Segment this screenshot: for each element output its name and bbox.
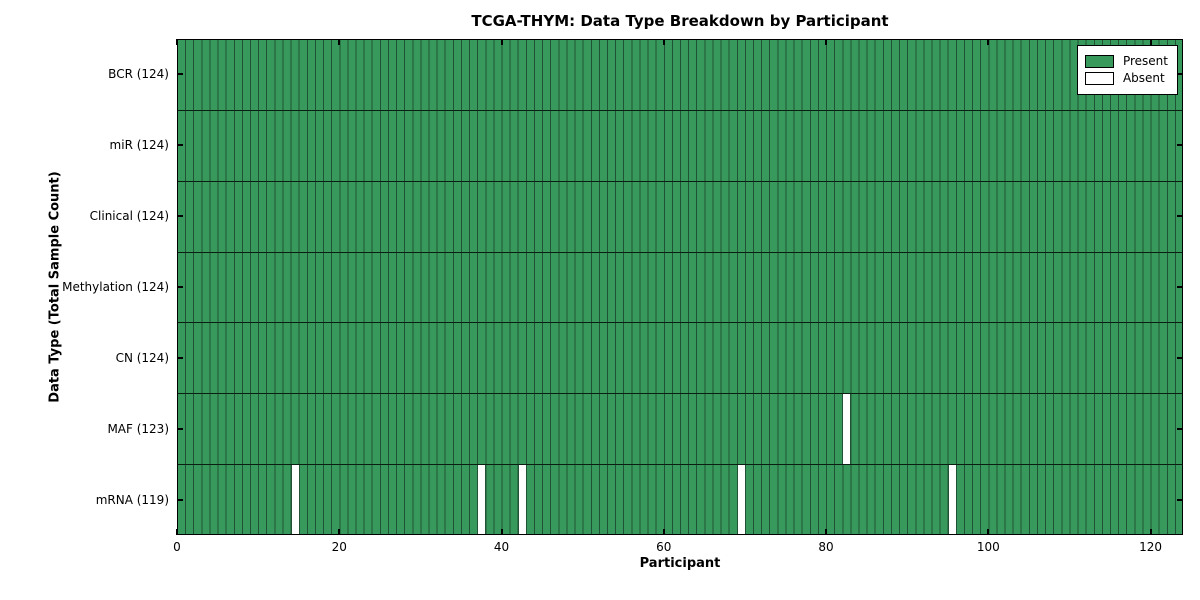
absent-cell-mRNA-37 — [477, 464, 487, 535]
heatmap-row-mRNA — [177, 464, 1183, 535]
x-tick-bottom — [825, 529, 828, 535]
y-tick-left — [177, 215, 183, 218]
y-tick-label-CN: CN (124) — [115, 350, 169, 365]
x-tick-label-0: 0 — [173, 540, 181, 554]
heatmap-row-Clinical — [177, 180, 1183, 252]
x-tick-bottom — [662, 529, 665, 535]
y-tick-right — [1177, 356, 1183, 359]
absent-cell-MAF-82 — [842, 393, 852, 465]
chart-title: TCGA-THYM: Data Type Breakdown by Partic… — [471, 12, 889, 30]
y-tick-left — [177, 73, 183, 76]
y-tick-right — [1177, 427, 1183, 430]
absent-cell-mRNA-69 — [736, 464, 746, 535]
y-tick-left — [177, 498, 183, 501]
y-tick-label-Methylation: Methylation (124) — [62, 280, 169, 294]
heatmap-rows — [177, 39, 1183, 535]
x-axis-label: Participant — [639, 556, 721, 571]
row-separator — [177, 180, 1183, 182]
legend-item-absent: Absent — [1084, 71, 1168, 85]
x-tick-top — [500, 39, 503, 45]
y-tick-left — [177, 144, 183, 147]
x-tick-top — [825, 39, 828, 45]
row-separator — [177, 464, 1183, 466]
y-tick-left — [177, 356, 183, 359]
x-tick-label-40: 40 — [493, 540, 510, 554]
y-tick-label-Clinical: Clinical (124) — [89, 209, 169, 224]
x-tick-bottom — [987, 529, 990, 535]
y-tick-label-MAF: MAF (123) — [107, 421, 169, 436]
row-separator — [177, 109, 1183, 111]
row-separator — [177, 393, 1183, 395]
x-tick-bottom — [176, 529, 178, 535]
y-tick-right — [1177, 286, 1183, 288]
y-tick-right — [1177, 498, 1183, 501]
legend-label-present: Present — [1122, 54, 1168, 68]
legend: Present Absent — [1076, 45, 1178, 95]
x-tick-bottom — [500, 529, 503, 535]
absent-cell-mRNA-14 — [290, 464, 300, 535]
y-tick-label-mRNA: mRNA (119) — [95, 492, 169, 507]
absent-cell-mRNA-95 — [947, 464, 957, 535]
heatmap-row-Methylation — [177, 251, 1183, 323]
y-tick-right — [1177, 73, 1183, 76]
heatmap-row-CN — [177, 322, 1183, 394]
row-separator — [177, 251, 1183, 253]
legend-item-present: Present — [1084, 54, 1168, 68]
x-tick-bottom — [338, 529, 341, 535]
x-tick-top — [1149, 39, 1152, 45]
y-tick-left — [177, 427, 183, 430]
absent-cell-mRNA-42 — [517, 464, 527, 535]
y-tick-label-miR: miR (124) — [109, 138, 169, 153]
heatmap-row-MAF — [177, 393, 1183, 465]
y-tick-right — [1177, 144, 1183, 147]
heatmap-row-BCR — [177, 39, 1183, 110]
x-tick-top — [176, 39, 178, 45]
y-tick-label-BCR: BCR (124) — [108, 67, 169, 82]
y-tick-left — [177, 286, 183, 288]
x-tick-label-120: 120 — [1139, 540, 1162, 554]
x-tick-label-80: 80 — [818, 540, 834, 554]
x-tick-top — [338, 39, 341, 45]
y-tick-right — [1177, 215, 1183, 218]
x-tick-bottom — [1149, 529, 1152, 535]
x-tick-label-100: 100 — [976, 540, 1000, 554]
row-separator — [177, 322, 1183, 324]
legend-swatch-present — [1084, 54, 1114, 68]
x-tick-label-20: 20 — [331, 540, 347, 554]
heatmap-row-miR — [177, 109, 1183, 181]
x-tick-top — [987, 39, 990, 45]
legend-label-absent: Absent — [1122, 71, 1165, 85]
legend-swatch-absent — [1084, 71, 1114, 85]
x-tick-label-60: 60 — [656, 540, 672, 554]
x-tick-top — [662, 39, 665, 45]
plot-area: Present Absent — [176, 39, 1183, 535]
